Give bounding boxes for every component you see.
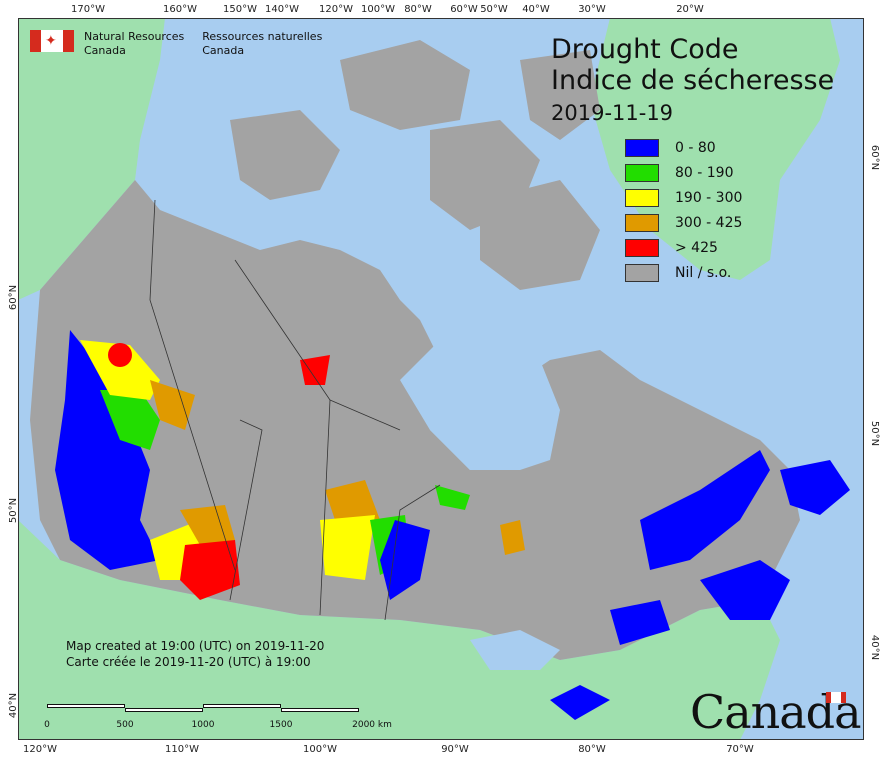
zone-0-80-southont xyxy=(550,685,610,720)
legend-item: 80 - 190 xyxy=(625,160,742,185)
zone-300-425-prairie xyxy=(180,505,235,545)
graticule-label: 40°N xyxy=(869,634,880,661)
zone-0-80-bc xyxy=(55,330,160,570)
map-date: 2019-11-19 xyxy=(551,101,674,125)
legend-item: 300 - 425 xyxy=(625,210,742,235)
legend-label: Nil / s.o. xyxy=(675,264,732,281)
credits-fr: Carte créée le 2019-11-20 (UTC) à 19:00 xyxy=(66,655,311,669)
scale-label: 500 xyxy=(116,720,134,730)
credits-en: Map created at 19:00 (UTC) on 2019-11-20 xyxy=(66,639,325,653)
graticule-label: 170°W xyxy=(71,4,105,15)
agency-name-fr: Ressources naturelles Canada xyxy=(202,30,322,58)
map-credits: Map created at 19:00 (UTC) on 2019-11-20… xyxy=(66,638,324,670)
zone-300-425-north xyxy=(150,380,195,430)
wordmark-flag-icon xyxy=(826,692,846,703)
legend-label: 190 - 300 xyxy=(675,189,743,206)
agency-en-line2: Canada xyxy=(84,44,126,57)
zone-80-190-ontario xyxy=(435,485,470,510)
drought-zones xyxy=(55,330,850,720)
map-title: Drought Code Indice de sécheresse 2019-1… xyxy=(551,34,834,128)
zone-gt425-prairie xyxy=(180,540,240,600)
legend-item: 0 - 80 xyxy=(625,135,742,160)
scale-label: 0 xyxy=(44,720,50,730)
legend-swatch xyxy=(625,213,659,232)
legend-label: 0 - 80 xyxy=(675,139,716,156)
arctic-islands xyxy=(230,40,600,290)
agency-name-en: Natural Resources Canada xyxy=(84,30,184,58)
legend-swatch xyxy=(625,188,659,207)
graticule-label: 120°W xyxy=(23,744,57,755)
graticule-label: 20°W xyxy=(676,4,704,15)
legend-swatch xyxy=(625,163,659,182)
canada-flag-icon: ✦ xyxy=(30,30,74,52)
graticule-label: 140°W xyxy=(265,4,299,15)
zone-190-300-north xyxy=(80,340,160,400)
graticule-label: 30°W xyxy=(578,4,606,15)
zone-190-300-manitoba xyxy=(320,515,375,580)
agency-fr-line2: Canada xyxy=(202,44,245,57)
graticule-label: 80°W xyxy=(404,4,432,15)
graticule-label: 100°W xyxy=(303,744,337,755)
legend-swatch xyxy=(625,263,659,282)
graticule-label: 150°W xyxy=(223,4,257,15)
legend-label: 300 - 425 xyxy=(675,214,743,231)
graticule-label: 100°W xyxy=(361,4,395,15)
legend-item: 190 - 300 xyxy=(625,185,742,210)
graticule-label: 160°W xyxy=(163,4,197,15)
graticule-label: 60°N xyxy=(869,144,880,171)
legend-swatch xyxy=(625,138,659,157)
zone-0-80-newfoundland xyxy=(780,460,850,515)
scale-bar xyxy=(47,704,360,714)
alaska-land xyxy=(18,18,165,300)
graticule-label: 90°W xyxy=(441,744,469,755)
hudson-bay xyxy=(400,330,560,470)
graticule-label: 70°W xyxy=(726,744,754,755)
zone-0-80-quebec xyxy=(640,450,770,570)
title-en: Drought Code xyxy=(551,34,739,65)
zone-0-80-maritimes xyxy=(700,560,790,620)
graticule-label: 50°N xyxy=(8,497,20,524)
legend-item: Nil / s.o. xyxy=(625,260,742,285)
agency-fr-line1: Ressources naturelles xyxy=(202,30,323,43)
zone-0-80-ontario xyxy=(380,520,430,600)
legend: 0 - 80 80 - 190 190 - 300 300 - 425 > 42… xyxy=(625,135,742,285)
title-fr: Indice de sécheresse xyxy=(551,65,835,96)
great-lakes xyxy=(470,630,560,670)
legend-item: > 425 xyxy=(625,235,742,260)
zone-gt425-north xyxy=(108,343,132,367)
scale-label: 1000 xyxy=(191,720,215,730)
scale-label: 1500 xyxy=(269,720,293,730)
agency-en-line1: Natural Resources xyxy=(84,30,185,43)
scale-label: 2000 km xyxy=(352,720,392,730)
zone-80-190-bc xyxy=(100,390,160,450)
zone-gt425-nwt xyxy=(300,355,330,385)
provincial-borders xyxy=(149,199,441,621)
zone-0-80-stlawrence xyxy=(610,600,670,645)
legend-swatch xyxy=(625,238,659,257)
graticule-label: 80°W xyxy=(578,744,606,755)
agency-header: ✦ Natural Resources Canada Ressources na… xyxy=(30,30,322,58)
zone-300-425-quebec xyxy=(500,520,525,555)
graticule-label: 60°N xyxy=(8,284,20,311)
graticule-label: 40°N xyxy=(8,692,20,719)
graticule-label: 120°W xyxy=(319,4,353,15)
graticule-label: 50°N xyxy=(869,420,880,447)
usa-land xyxy=(18,520,780,740)
graticule-label: 50°W xyxy=(480,4,508,15)
legend-label: > 425 xyxy=(675,239,718,256)
graticule-label: 40°W xyxy=(522,4,550,15)
legend-label: 80 - 190 xyxy=(675,164,734,181)
graticule-label: 110°W xyxy=(165,744,199,755)
graticule-label: 60°W xyxy=(450,4,478,15)
